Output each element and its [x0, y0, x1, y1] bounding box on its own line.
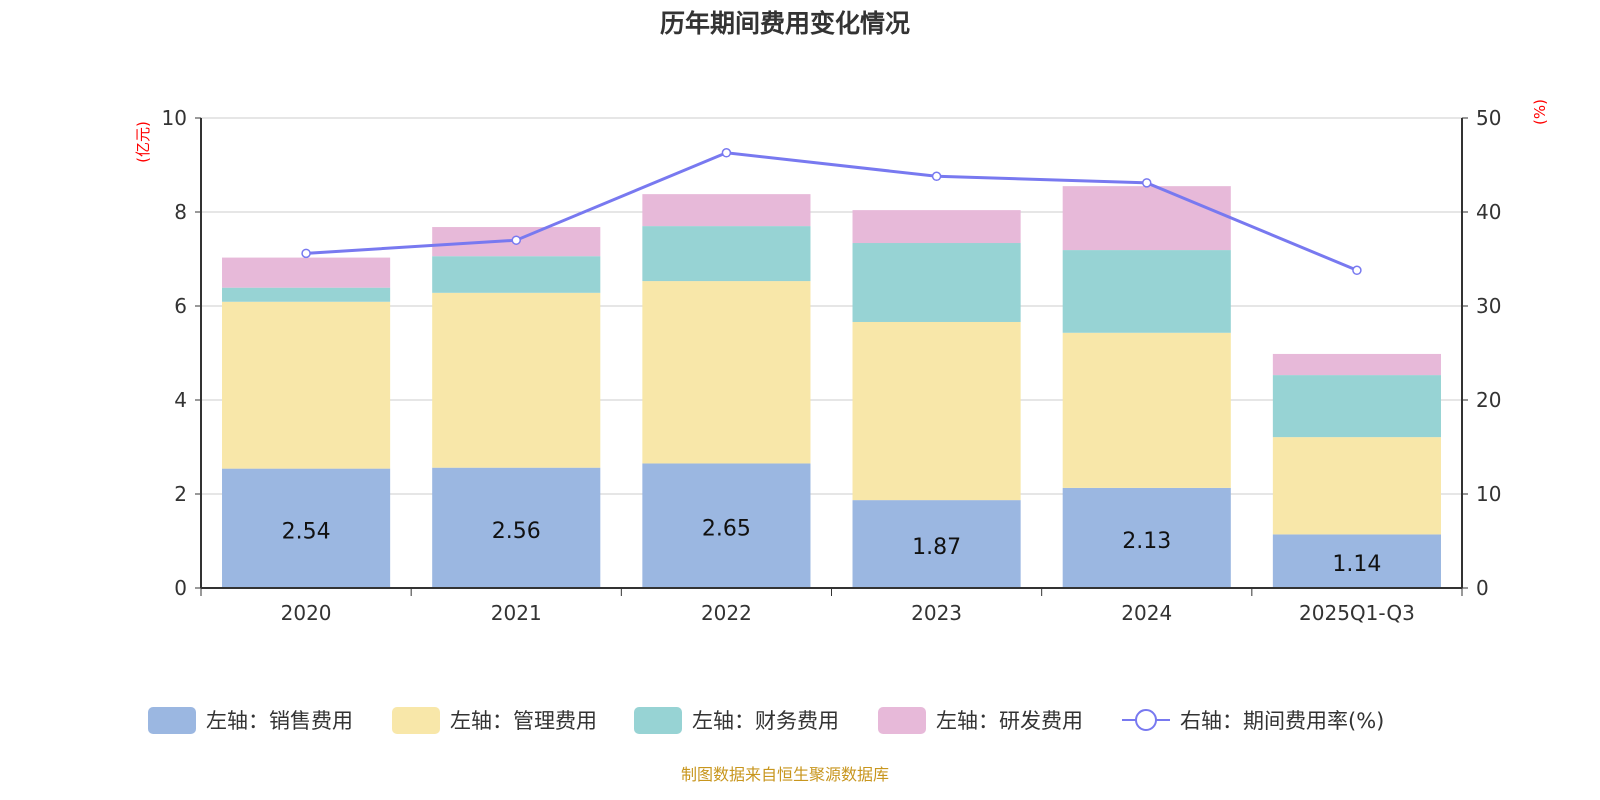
bar-segment[interactable] [852, 243, 1021, 322]
source-note: 制图数据来自恒生聚源数据库 [681, 765, 889, 784]
legend-label[interactable]: 右轴：期间费用率(%) [1180, 709, 1384, 733]
legend-swatch[interactable] [634, 707, 682, 734]
bar-data-label: 1.87 [912, 535, 961, 560]
bar-segment[interactable] [432, 467, 601, 588]
bar-data-label: 2.54 [282, 519, 331, 544]
legend-label[interactable]: 左轴：销售费用 [206, 709, 353, 733]
bar-segment[interactable] [1062, 487, 1231, 588]
bar-segment[interactable] [1062, 186, 1231, 251]
legend-label[interactable]: 左轴：研发费用 [936, 709, 1083, 733]
left-tick-label: 2 [174, 482, 187, 506]
bar-segment[interactable] [222, 301, 391, 469]
x-tick-label: 2020 [281, 601, 332, 625]
bar-segment[interactable] [1062, 250, 1231, 333]
rate-point[interactable] [721, 148, 732, 158]
bar-segment[interactable] [642, 281, 811, 464]
bar-segment[interactable] [852, 500, 1021, 588]
rate-point[interactable] [1142, 178, 1152, 188]
bar-segment[interactable] [1272, 375, 1441, 438]
rate-point[interactable] [1352, 265, 1362, 276]
bar-data-label: 2.65 [702, 517, 751, 542]
bar-segment[interactable] [642, 226, 811, 282]
bar-segment[interactable] [432, 292, 601, 468]
legend-marker-icon[interactable] [1135, 709, 1157, 731]
right-tick-label: 40 [1476, 200, 1501, 224]
x-tick-label: 2025Q1-Q3 [1299, 601, 1415, 625]
right-tick-label: 10 [1476, 482, 1501, 506]
bar-data-label: 2.56 [492, 519, 541, 544]
x-tick-label: 2021 [491, 601, 542, 625]
chart-title: 历年期间费用变化情况 [660, 9, 910, 38]
legend-swatch[interactable] [148, 707, 196, 734]
bar-segment[interactable] [1272, 534, 1441, 588]
legend-label[interactable]: 左轴：财务费用 [692, 709, 839, 733]
x-tick-label: 2023 [911, 601, 962, 625]
left-axis-label: (亿元) [134, 121, 152, 163]
bar-segment[interactable] [222, 287, 391, 302]
bar-segment[interactable] [222, 257, 391, 288]
rate-point[interactable] [301, 248, 311, 259]
bar-segment[interactable] [642, 194, 811, 227]
legend-label[interactable]: 左轴：管理费用 [450, 709, 597, 733]
bar-segment[interactable] [222, 468, 391, 588]
bar-segment[interactable] [1062, 332, 1231, 488]
bar-segment[interactable] [1272, 353, 1441, 376]
left-tick-label: 6 [174, 294, 187, 318]
left-tick-label: 4 [174, 388, 187, 412]
rate-line [305, 151, 1358, 272]
bar-segment[interactable] [852, 210, 1021, 244]
left-tick-label: 0 [174, 576, 187, 600]
bar-segment[interactable] [852, 321, 1021, 501]
x-tick-label: 2022 [701, 601, 752, 625]
x-tick-label: 2024 [1121, 601, 1172, 625]
legend-swatch[interactable] [878, 707, 926, 734]
bar-data-label: 2.13 [1122, 529, 1171, 554]
rate-point[interactable] [511, 235, 521, 245]
right-axis-label: (%) [1531, 99, 1549, 125]
right-tick-label: 20 [1476, 388, 1501, 412]
legend-swatch[interactable] [392, 707, 440, 734]
bar-segment[interactable] [432, 256, 601, 293]
bar-segment[interactable] [1272, 437, 1441, 535]
left-tick-label: 8 [174, 200, 187, 224]
rate-point[interactable] [931, 171, 942, 182]
right-tick-label: 0 [1476, 576, 1489, 600]
bar-data-label: 1.14 [1332, 552, 1381, 577]
left-tick-label: 10 [162, 106, 187, 130]
right-tick-label: 30 [1476, 294, 1501, 318]
right-tick-label: 50 [1476, 106, 1501, 130]
bar-segment[interactable] [642, 463, 811, 588]
